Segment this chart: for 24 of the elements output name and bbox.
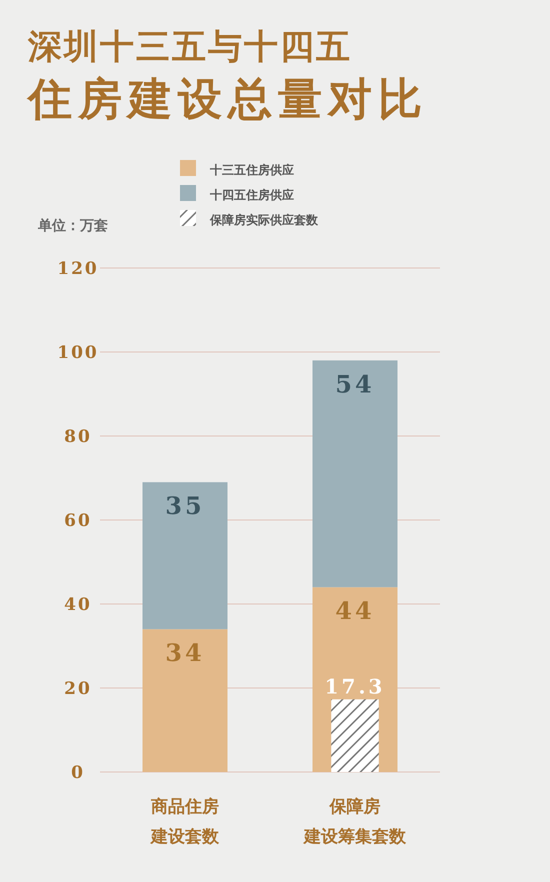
bar	[312, 360, 398, 588]
data-label: 54	[335, 369, 375, 398]
legend-label: 保障房实际供应套数	[209, 213, 319, 227]
chart-subtitle: 住房建设总量对比	[26, 74, 428, 125]
y-tick-label: 60	[64, 511, 92, 531]
y-tick-label: 100	[57, 343, 99, 363]
y-tick-label: 40	[64, 595, 92, 615]
data-label: 35	[165, 491, 205, 520]
chart-title: 深圳十三五与十四五	[27, 27, 352, 67]
bar	[142, 629, 228, 772]
bar	[331, 699, 379, 772]
data-label: 44	[335, 596, 375, 626]
bar	[142, 482, 228, 630]
data-label: 34	[165, 638, 205, 668]
y-tick-label: 0	[71, 763, 85, 783]
x-tick-label: 保障房建设筹集套数	[302, 797, 407, 847]
y-tick-label: 20	[64, 679, 92, 699]
legend-label: 十四五住房供应	[209, 188, 294, 202]
data-label: 17.3	[324, 674, 386, 698]
x-tick-label: 商品住房建设套数	[149, 797, 220, 847]
y-tick-label: 120	[57, 259, 99, 279]
y-axis-title: 单位：万套	[37, 218, 108, 234]
legend-label: 十三五住房供应	[209, 163, 294, 177]
y-tick-label: 80	[64, 427, 92, 447]
